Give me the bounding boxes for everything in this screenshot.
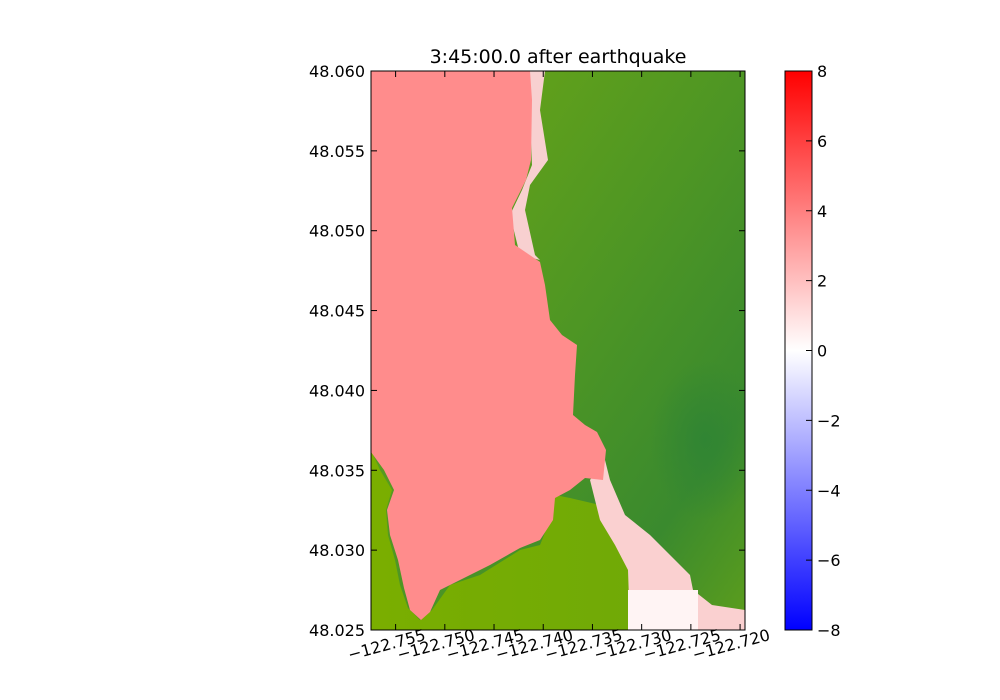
y-tick-label: 48.050 [309, 222, 365, 241]
heatmap-image [371, 71, 745, 630]
inlet-white-patch [628, 590, 698, 630]
y-tick-label: 48.040 [309, 381, 365, 400]
colorbar-tick-label: 4 [817, 202, 827, 221]
y-tick-label: 48.035 [309, 461, 365, 480]
y-axis: 48.025 48.030 48.035 48.040 48.045 48.050 48.0… [309, 62, 745, 640]
y-tick-label: 48.030 [309, 541, 365, 560]
land-dark-patch [650, 360, 745, 520]
plot-area-frame [370, 70, 746, 631]
y-tick-label: 48.045 [309, 302, 365, 321]
y-tick-label: 48.055 [309, 142, 365, 161]
y-tick-label: 48.025 [309, 621, 365, 640]
colorbar-tick-label: 8 [817, 62, 827, 81]
colorbar-tick-label: 6 [817, 132, 827, 151]
y-tick-label: 48.060 [309, 62, 365, 81]
colorbar-tick-label: −4 [817, 481, 841, 500]
colorbar-tick-label: 0 [817, 342, 827, 361]
chart-title: 3:45:00.0 after earthquake [430, 46, 687, 68]
colorbar-tick-label: −6 [817, 551, 841, 570]
colorbar-tick-label: −8 [817, 621, 841, 640]
water-region [371, 71, 606, 620]
inlet-channel [590, 460, 745, 630]
shore-fringe [510, 71, 548, 260]
colorbar-tick-label: 2 [817, 272, 827, 291]
colorbar-axis: −8 −6 −4 −2 0 2 4 6 8 [806, 62, 841, 640]
colorbar-tick-label: −2 [817, 411, 841, 430]
